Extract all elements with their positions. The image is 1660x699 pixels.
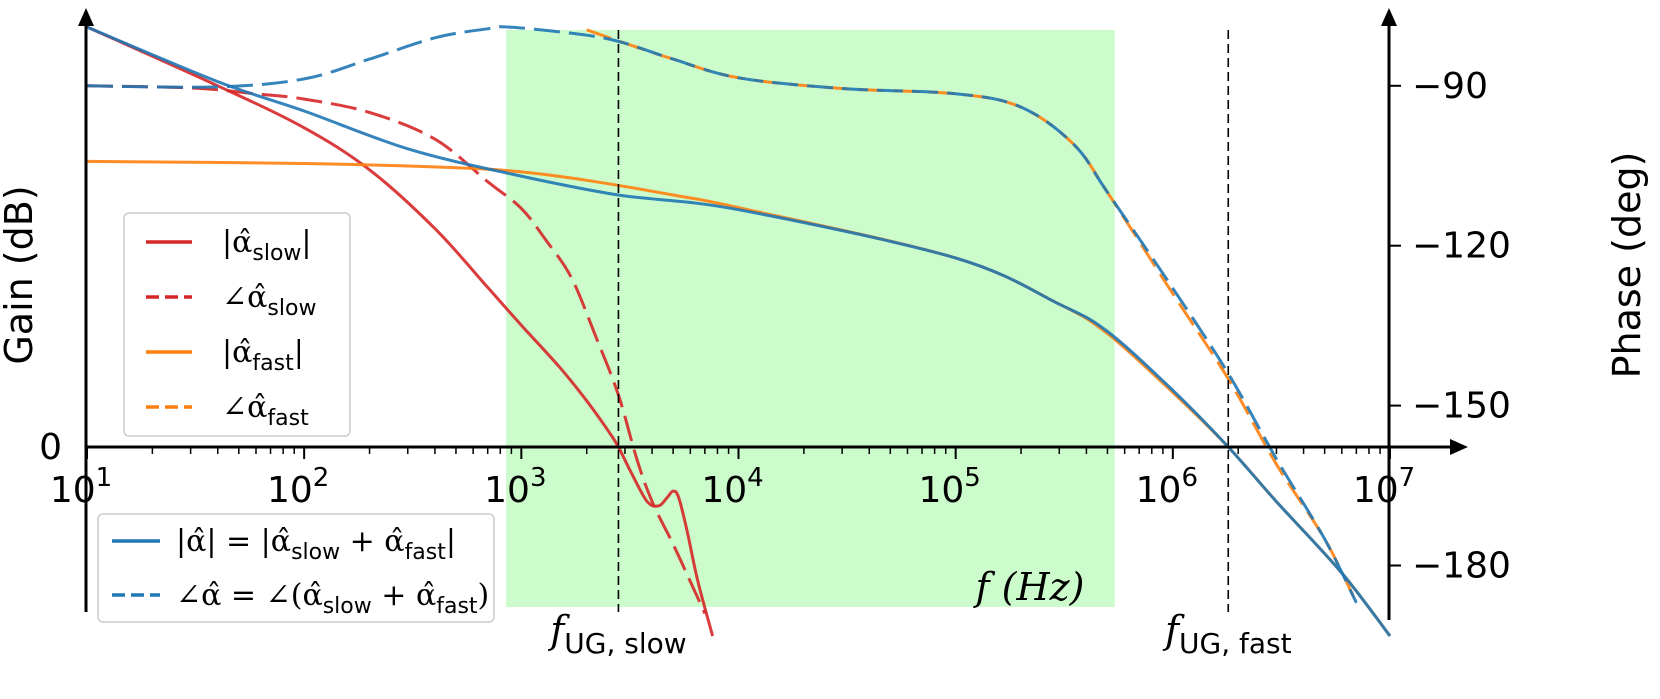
- legend-total: |α̂| = |α̂slow + α̂fast| ∠α̂ = ∠(α̂slow +…: [97, 513, 495, 623]
- legend-entry-2: |α̂fast|: [222, 335, 304, 376]
- right-axis-label: Phase (deg): [1605, 152, 1649, 379]
- axes-layer: [78, 8, 1468, 620]
- x-axis-arrow: [1450, 439, 1468, 455]
- left-tick-label-0: 0: [39, 427, 62, 468]
- left-axis-arrow: [78, 8, 94, 26]
- legend-entry-1: ∠α̂slow: [222, 280, 316, 321]
- series-line-4: [86, 25, 1392, 637]
- legend-components-box: [123, 212, 351, 437]
- x-axis-label-text: f (Hz): [973, 565, 1085, 609]
- right-tick-label-1: −120: [1412, 226, 1511, 267]
- vline-label-1: fUG, fast: [1162, 608, 1292, 660]
- legend-entry-0: |α̂slow|: [222, 225, 312, 266]
- x-tick-label-1: 102: [267, 463, 329, 511]
- x-tick-label-5: 106: [1136, 463, 1198, 511]
- x-axis-label: f (Hz): [973, 565, 1085, 609]
- legend-total-entry-0: |α̂| = |α̂slow + α̂fast|: [176, 524, 456, 565]
- legend-total-box: [97, 513, 495, 623]
- series-line-1: [86, 84, 707, 615]
- vline-label-0: fUG, slow: [547, 608, 686, 660]
- series-line-0: [86, 25, 715, 637]
- right-tick-label-2: −150: [1412, 386, 1511, 427]
- x-tick-label-0: 101: [50, 463, 112, 511]
- series-line-3: [586, 28, 1358, 604]
- legend-entry-3: ∠α̂fast: [222, 390, 309, 431]
- shaded-band: [506, 30, 1115, 607]
- right-tick-label-3: −180: [1412, 546, 1511, 587]
- x-tick-label-6: 107: [1353, 463, 1415, 511]
- right-tick-label-0: −90: [1412, 66, 1488, 107]
- shaded-band-layer: [506, 30, 1115, 607]
- series-line-5: [86, 25, 1358, 604]
- legend-components: |α̂slow| ∠α̂slow |α̂fast| ∠α̂fast: [123, 212, 351, 437]
- x-tick-label-3: 104: [701, 463, 763, 511]
- left-axis-label: Gain (dB): [0, 185, 41, 364]
- x-tick-label-4: 105: [918, 463, 980, 511]
- series-layer: [86, 25, 1392, 637]
- tick-layer: 101 102 103 104 105 106 107 0 −90 −120 −150 −180: [39, 66, 1511, 587]
- right-axis-arrow: [1381, 8, 1397, 26]
- x-tick-label-2: 103: [484, 463, 546, 511]
- legend-total-entry-1: ∠α̂ = ∠(α̂slow + α̂fast): [176, 578, 489, 619]
